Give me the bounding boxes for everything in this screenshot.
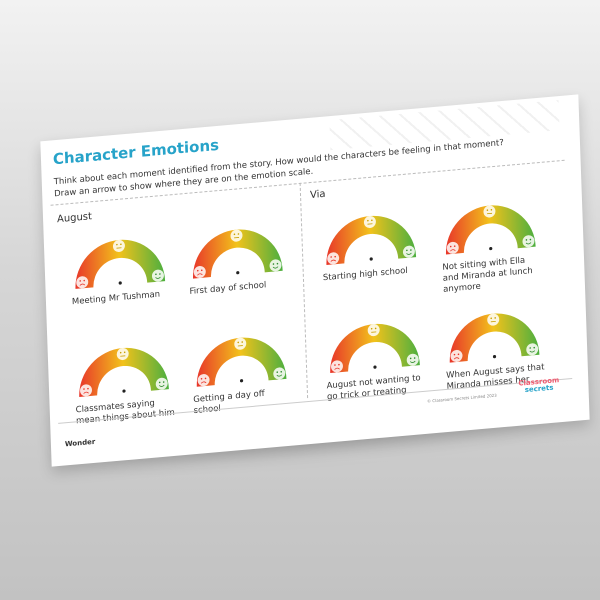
happy-face-icon xyxy=(155,377,168,390)
neutral-face-icon xyxy=(116,348,129,361)
sad-face-icon xyxy=(197,374,210,387)
emotion-scale-item: When August says that Miranda misses her xyxy=(438,295,561,416)
happy-face-icon xyxy=(406,353,419,366)
gauge-pivot xyxy=(122,389,126,393)
emotion-scale-item: Meeting Mr Tushman xyxy=(63,221,186,342)
emotion-scale-item: Getting a day off school xyxy=(185,319,308,440)
neutral-face-icon xyxy=(483,205,496,218)
emotion-gauge[interactable] xyxy=(185,320,297,394)
emotion-scale-item: First day of school xyxy=(181,211,304,332)
section-title-august: August xyxy=(56,211,93,226)
happy-face-icon xyxy=(402,245,415,258)
happy-face-icon xyxy=(522,235,535,248)
emotion-scale-item: Not sitting with Ella and Miranda at lun… xyxy=(434,187,557,308)
sad-face-icon xyxy=(76,276,89,289)
sad-face-icon xyxy=(450,349,463,362)
neutral-face-icon xyxy=(367,324,380,337)
happy-face-icon xyxy=(273,367,286,380)
emotion-gauge[interactable] xyxy=(318,306,430,380)
emotion-scale-item: Starting high school xyxy=(314,197,437,318)
happy-face-icon xyxy=(269,259,282,272)
gauge-pivot xyxy=(492,355,497,359)
happy-face-icon xyxy=(151,269,164,282)
neutral-face-icon xyxy=(487,313,500,326)
gauge-pivot xyxy=(489,246,493,251)
gauge-pivot xyxy=(236,271,240,275)
emotion-gauge[interactable] xyxy=(434,188,546,262)
emotion-scale-item: August not wanting to go trick or treati… xyxy=(318,305,441,426)
sad-face-icon xyxy=(331,360,343,373)
emotion-gauge[interactable] xyxy=(181,212,293,286)
neutral-face-icon xyxy=(112,239,125,252)
emotion-gauge[interactable] xyxy=(67,330,179,404)
section-title-via: Via xyxy=(309,188,326,202)
neutral-face-icon xyxy=(230,229,243,242)
emotion-gauge[interactable] xyxy=(438,296,550,370)
gauge-pivot xyxy=(239,379,244,383)
emotion-scale-item: Classmates saying mean things about him xyxy=(67,329,190,450)
neutral-face-icon xyxy=(363,215,376,229)
worksheet: Character Emotions Think about each mome… xyxy=(40,94,590,467)
moment-caption: Not sitting with Ella and Miranda at lun… xyxy=(442,255,533,295)
emotion-gauge[interactable] xyxy=(314,198,426,272)
gauge-pivot xyxy=(369,257,373,261)
gauge-pivot xyxy=(373,365,377,369)
gauge-pivot xyxy=(118,281,122,285)
happy-face-icon xyxy=(526,343,539,356)
sad-face-icon xyxy=(327,252,340,265)
neutral-face-icon xyxy=(234,337,247,350)
sad-face-icon xyxy=(80,384,92,397)
sad-face-icon xyxy=(193,265,206,279)
emotion-gauge[interactable] xyxy=(63,222,175,296)
sad-face-icon xyxy=(446,241,459,254)
